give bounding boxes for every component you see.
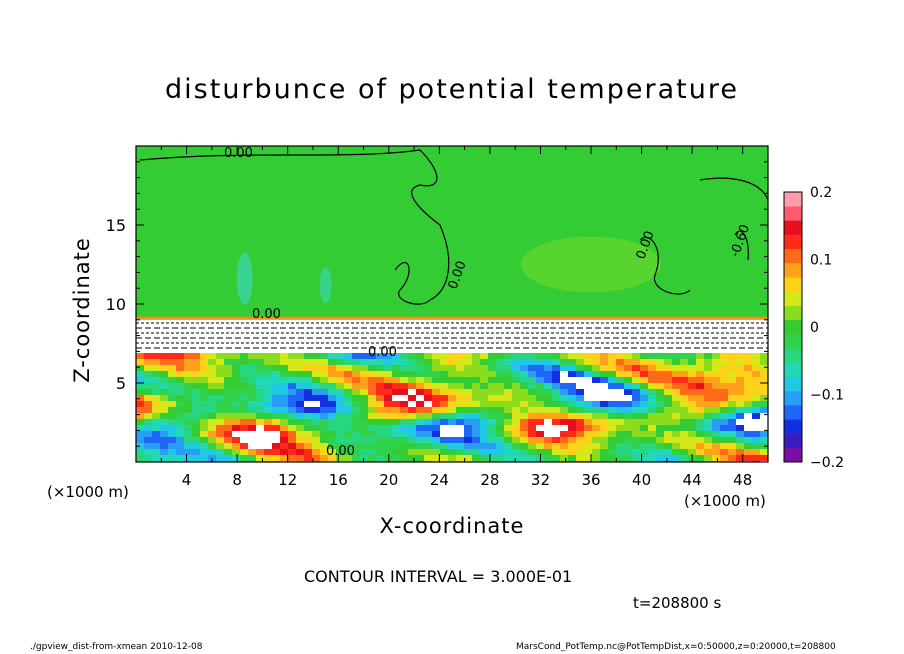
x-tick-label: 20 bbox=[379, 471, 398, 489]
contour-label: 0.00 bbox=[224, 146, 253, 161]
colorbar-swatch bbox=[784, 206, 802, 221]
field-patch bbox=[521, 236, 662, 293]
x-unit-label-right: (×1000 m) bbox=[684, 492, 766, 510]
colorbar-swatch bbox=[784, 362, 802, 378]
colorbar-tick-label: 0.2 bbox=[810, 185, 832, 201]
colorbar-swatch bbox=[784, 390, 802, 406]
colorbar-swatch bbox=[784, 419, 802, 434]
colorbar-swatch bbox=[784, 234, 802, 250]
contour-line bbox=[139, 149, 450, 301]
x-unit-label-left: (×1000 m) bbox=[47, 483, 129, 501]
x-tick-label: 12 bbox=[278, 471, 297, 489]
x-tick-label: 36 bbox=[581, 471, 600, 489]
x-tick-label: 32 bbox=[531, 471, 550, 489]
colorbar-tick-label: 0.1 bbox=[810, 253, 832, 269]
contour-line bbox=[699, 177, 769, 201]
colorbar: 0.2 0.1 0 −0.1 −0.2 bbox=[783, 185, 844, 471]
contour-line bbox=[394, 262, 431, 305]
contour-interval-label: CONTOUR INTERVAL = 3.000E-01 bbox=[304, 567, 573, 586]
turbulent-layer bbox=[136, 352, 768, 463]
inversion-layer bbox=[136, 319, 768, 353]
field-patch bbox=[236, 252, 253, 305]
colorbar-swatch bbox=[784, 348, 802, 363]
footer-right: MarsCond_PotTemp.nc@PotTempDist,x=0:5000… bbox=[516, 642, 836, 652]
colorbar-frame bbox=[783, 191, 803, 463]
x-tick-label: 24 bbox=[430, 471, 449, 489]
x-axis-label: X-coordinate bbox=[379, 514, 525, 538]
colorbar-swatch bbox=[784, 319, 802, 335]
colorbar-tick-label: −0.1 bbox=[810, 388, 844, 404]
contour-line bbox=[734, 230, 749, 261]
contour-label: 0.00 bbox=[368, 345, 397, 360]
contour-lines: 0.000.000.000.000.00 -0.600.00 bbox=[136, 146, 769, 459]
colorbar-swatch bbox=[784, 376, 802, 392]
x-tick-label: 8 bbox=[232, 471, 242, 489]
colorbar-swatch bbox=[784, 433, 802, 449]
y-tick-label: 5 bbox=[116, 374, 126, 393]
colorbar-swatch bbox=[784, 277, 802, 292]
colorbar-swatch bbox=[784, 248, 802, 264]
colorbar-swatch bbox=[784, 220, 802, 235]
colorbar-swatch bbox=[784, 192, 802, 207]
x-tick-label: 4 bbox=[182, 471, 192, 489]
x-tick-label: 16 bbox=[329, 471, 348, 489]
contour-line bbox=[639, 236, 691, 295]
chart-title: disturbunce of potential temperature bbox=[165, 74, 739, 105]
colorbar-swatch bbox=[784, 447, 802, 463]
colorbar-swatch bbox=[784, 263, 802, 278]
colorbar-swatch bbox=[784, 405, 802, 420]
y-tick-label: 15 bbox=[106, 216, 126, 235]
x-tick-label: 48 bbox=[733, 471, 752, 489]
colorbar-swatch bbox=[784, 291, 802, 306]
colorbar-swatch bbox=[784, 305, 802, 321]
x-tick-label: 40 bbox=[632, 471, 651, 489]
contour-label: 0.00 bbox=[252, 307, 281, 322]
contour-label: 0.00 bbox=[326, 444, 355, 459]
x-tick-label: 28 bbox=[480, 471, 499, 489]
time-label: t=208800 s bbox=[633, 594, 722, 612]
plot-field bbox=[136, 146, 768, 463]
x-tick-label: 44 bbox=[683, 471, 702, 489]
y-axis-label: Z-coordinate bbox=[70, 237, 94, 383]
footer-left: ./gpview_dist-from-xmean 2010-12-08 bbox=[30, 642, 203, 652]
field-patch bbox=[319, 267, 332, 304]
inversion-band bbox=[136, 316, 768, 321]
colorbar-tick-label: 0 bbox=[810, 320, 819, 336]
colorbar-tick-label: −0.2 bbox=[810, 455, 844, 471]
colorbar-swatch bbox=[784, 334, 802, 349]
y-tick-label: 10 bbox=[106, 295, 126, 314]
